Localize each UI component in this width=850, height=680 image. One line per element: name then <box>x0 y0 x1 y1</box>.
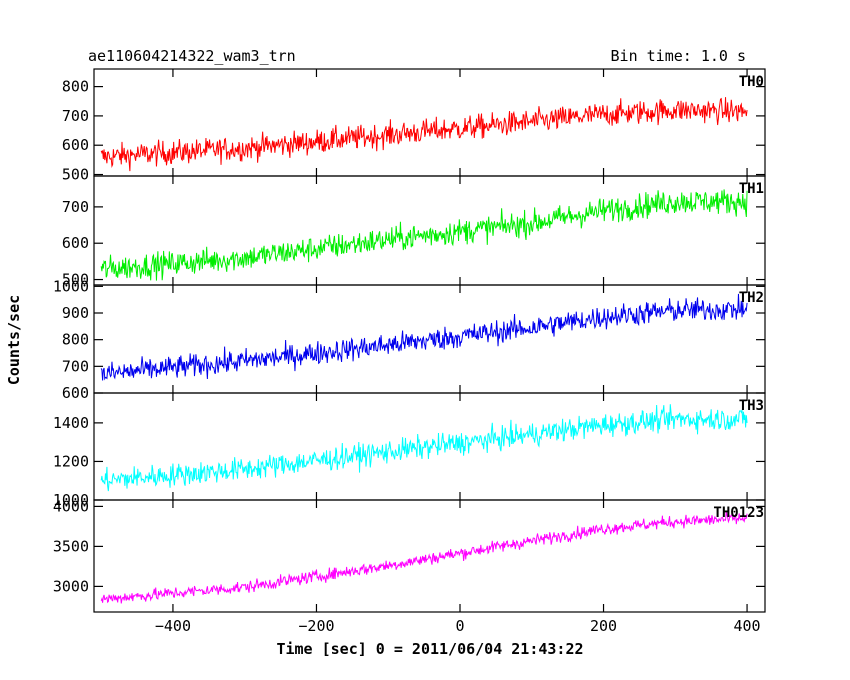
y-tick-label: 800 <box>62 331 89 349</box>
x-tick-label: 400 <box>734 617 761 635</box>
series-label: TH0123 <box>713 505 764 521</box>
y-axis-label: Counts/sec <box>5 295 23 385</box>
y-tick-label: 3500 <box>53 537 89 555</box>
panel-th2: 600 700 800 900 1000 TH2 <box>53 277 766 402</box>
x-tick-label: 200 <box>590 617 617 635</box>
y-tick-label: 500 <box>62 271 89 289</box>
y-tick-label: 700 <box>62 198 89 216</box>
series-label: TH2 <box>739 290 764 306</box>
y-tick-label: 700 <box>62 357 89 375</box>
series-th0 <box>100 97 748 172</box>
panel-frame <box>93 499 766 613</box>
y-tick-label: 500 <box>62 166 89 184</box>
series-label: TH0 <box>739 74 764 90</box>
y-tick-label: 800 <box>62 78 89 96</box>
y-tick-label: 4000 <box>53 497 89 515</box>
x-tick-label: 0 <box>455 617 464 635</box>
y-tick-label: 1000 <box>53 491 89 509</box>
panel-frame <box>93 284 766 394</box>
y-tick-label: 900 <box>62 304 89 322</box>
y-tick-label: 600 <box>62 136 89 154</box>
panel-th0123: 3000 3500 4000 TH0123 <box>53 497 766 613</box>
series-label: TH1 <box>739 181 764 197</box>
y-tick-label: 3000 <box>53 577 89 595</box>
series-th1 <box>100 189 748 281</box>
x-axis-label: Time [sec] 0 = 2011/06/04 21:43:22 <box>276 640 583 658</box>
panel-th0: 500 600 700 800 TH0 <box>62 68 766 184</box>
series-th2 <box>100 293 748 381</box>
y-tick-label: 600 <box>62 234 89 252</box>
panel-th3: 1000 1200 1400 TH3 <box>53 392 766 509</box>
series-th3 <box>100 404 748 492</box>
y-tick-label: 1000 <box>53 277 89 295</box>
x-tick-label: −200 <box>298 617 334 635</box>
y-tick-label: 1200 <box>53 452 89 470</box>
panel-th1: 500 600 700 TH1 <box>62 175 766 289</box>
series-th0123 <box>100 510 748 604</box>
bin-time-label: Bin time: 1.0 s <box>611 47 746 65</box>
panel-frame <box>93 68 766 177</box>
x-tick-label: −400 <box>155 617 191 635</box>
panels-group: 500 600 700 800 TH0 500 600 700 TH1 600 700 800 900 1… <box>53 68 766 635</box>
series-label: TH3 <box>739 398 764 414</box>
y-tick-label: 700 <box>62 107 89 125</box>
y-tick-label: 600 <box>62 384 89 402</box>
figure-title: ae110604214322_wam3_trn <box>88 47 296 65</box>
y-tick-label: 1400 <box>53 414 89 432</box>
